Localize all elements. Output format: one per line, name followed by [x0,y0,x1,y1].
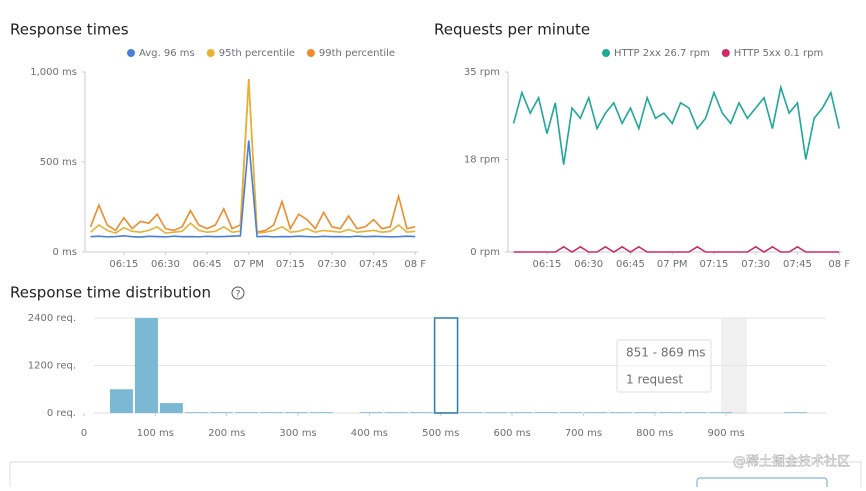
tooltip-count: 1 request [626,373,683,387]
y-tick-label: 0 rpm [470,247,500,258]
selected-bin-outline [433,317,459,414]
x-tick-label: 0 [81,428,87,439]
x-tick-label: 500 ms [422,428,459,439]
x-tick-label: 07 PM [657,259,688,270]
watermark: @稀土掘金技术社区 [733,454,850,470]
x-tick-label: 700 ms [565,428,602,439]
legend-swatch [721,49,730,57]
x-tick-label: 100 ms [137,428,174,439]
legend-label: HTTP 2xx 26.7 rpm [614,48,710,59]
x-tick-label: 400 ms [351,428,388,439]
y-tick-label: 18 rpm [464,154,500,165]
histogram-bar [284,412,308,413]
series-line [513,245,840,253]
x-tick-label: 06:15 [533,259,562,270]
histogram-bar [684,412,708,413]
series-line [512,84,840,165]
histogram-bar [259,412,283,413]
x-tick-label: 300 ms [279,428,316,439]
x-tick-label: 06:45 [193,259,222,270]
y-tick-label: 0 req. [47,408,76,419]
x-tick-label: 06:45 [616,259,645,270]
x-tick-label: 07:45 [359,259,388,270]
tooltip-range: 851 - 869 ms [626,346,706,360]
histogram-bar [409,412,433,413]
x-tick-label: 900 ms [708,428,745,439]
x-tick-label: 07:15 [276,259,305,270]
y-tick-label: 35 rpm [464,67,500,78]
x-tick-label: 06:30 [151,259,180,270]
legend-label: HTTP 5xx 0.1 rpm [734,48,823,59]
histogram-bar [559,412,583,413]
y-tick-label: 2400 req. [28,313,76,324]
chart-title: Response time distribution [10,284,211,302]
histogram-bar [309,412,333,413]
x-tick-label: 08 F [404,259,426,270]
histogram-bar [134,318,158,413]
help-icon-mark: ? [236,290,241,300]
x-tick-label: 200 ms [208,428,245,439]
histogram-bar [784,412,808,413]
x-tick-label: 800 ms [636,428,673,439]
histogram-bar [634,412,658,413]
histogram-bar [384,412,408,413]
x-tick-label: 600 ms [493,428,530,439]
x-tick-label: 06:30 [574,259,603,270]
histogram-bar [709,412,733,413]
x-tick-label: 07 PM [233,259,264,270]
x-tick-label: 07:30 [318,259,347,270]
y-tick-label: 500 ms [40,157,77,168]
histogram-bar [534,412,558,413]
histogram-bar [159,403,183,413]
panel-button[interactable] [696,477,828,491]
x-tick-label: 06:15 [109,259,138,270]
legend-swatch [206,49,215,57]
legend-label: Avg. 96 ms [139,48,195,59]
histogram-bar [609,412,633,413]
series-line [90,80,416,234]
x-tick-label: 07:15 [700,259,729,270]
series-line [90,140,416,238]
histogram-bar [209,412,233,413]
legend-swatch [127,49,135,57]
histogram-bar [234,412,258,413]
y-tick-label: 0 ms [53,247,78,258]
y-tick-label: 1200 req. [28,361,76,372]
y-tick-label: 1,000 ms [30,67,77,78]
histogram-bar [659,412,683,413]
histogram-bar [359,412,383,413]
x-tick-label: 07:45 [783,259,812,270]
histogram-bar [184,412,208,413]
chart-title: Requests per minute [434,21,590,39]
x-tick-label: 07:30 [741,259,770,270]
chart-title: Response times [10,21,129,39]
x-tick-label: 08 F [828,259,850,270]
histogram-bar [509,412,533,413]
histogram-bar [459,412,483,413]
legend-label: 95th percentile [219,48,295,59]
histogram-bar [584,412,608,413]
histogram-bar [109,389,133,413]
legend-label: 99th percentile [319,48,395,59]
legend-swatch [306,49,315,57]
help-icon[interactable] [231,286,245,300]
legend-swatch [602,49,610,57]
histogram-bar [484,412,508,413]
